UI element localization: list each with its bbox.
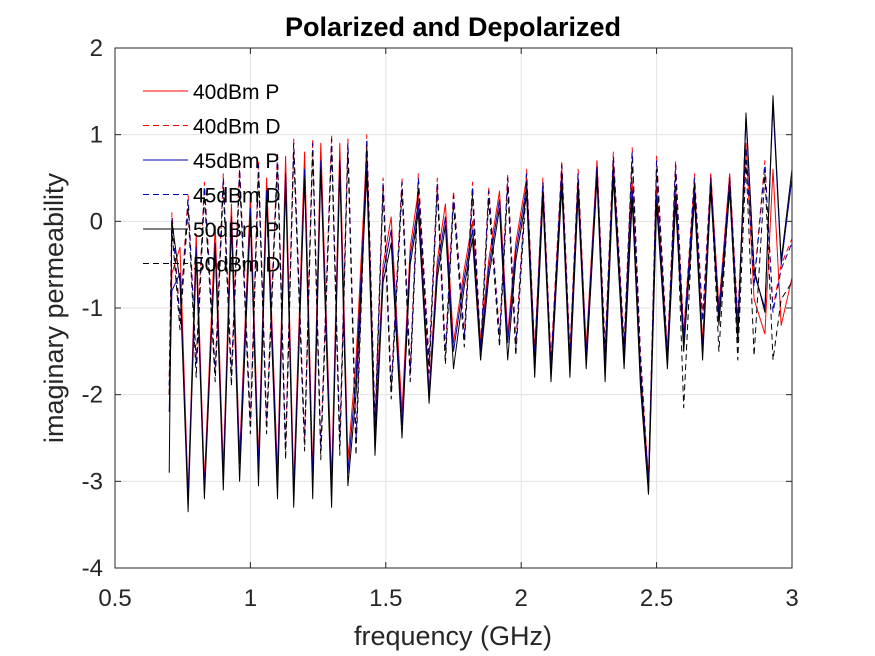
series-layer xyxy=(168,95,793,513)
series-line-4 xyxy=(168,95,793,513)
legend-label: 50dBm P xyxy=(193,219,279,242)
y-tick-label: -1 xyxy=(82,295,103,322)
legend-label: 50dBm D xyxy=(193,254,281,277)
legend: 40dBm P 40dBm D 45dBm P 45dBm D 50dBm P 50dBm… xyxy=(143,81,281,277)
y-tick-label: -2 xyxy=(82,382,103,409)
chart-title: Polarized and Depolarized xyxy=(285,12,621,42)
x-tick-label: 3 xyxy=(785,585,798,612)
y-tick-label: 0 xyxy=(90,208,103,235)
y-tick-label: -3 xyxy=(82,468,103,495)
y-tick-label: 1 xyxy=(90,122,103,149)
x-axis-label: frequency (GHz) xyxy=(354,621,552,651)
ticks: 0.5 1 1.5 2 2.5 3 -4 -3 -2 -1 0 1 2 xyxy=(82,35,799,612)
x-tick-label: 0.5 xyxy=(98,585,131,612)
y-tick-label: 2 xyxy=(90,35,103,62)
y-tick-label: -4 xyxy=(82,555,103,582)
legend-label: 40dBm P xyxy=(193,81,279,104)
x-tick-label: 2 xyxy=(515,585,528,612)
legend-label: 45dBm D xyxy=(193,185,281,208)
x-tick-label: 1.5 xyxy=(369,585,402,612)
legend-label: 45dBm P xyxy=(193,150,279,173)
series-line-3 xyxy=(168,138,793,487)
x-tick-label: 1 xyxy=(244,585,257,612)
series-line-5 xyxy=(168,147,793,495)
legend-label: 40dBm D xyxy=(193,116,281,139)
x-tick-label: 2.5 xyxy=(640,585,673,612)
y-axis-label: imaginary permeability xyxy=(39,172,69,443)
